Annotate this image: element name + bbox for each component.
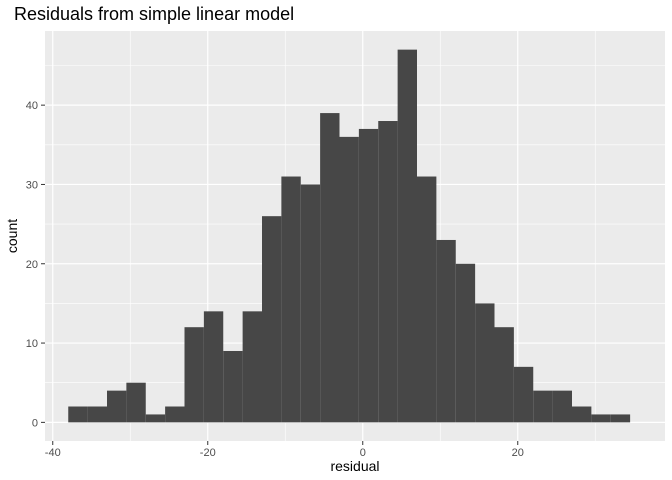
histogram-bars	[68, 49, 631, 423]
histogram-bar	[494, 327, 514, 423]
histogram-bar	[145, 414, 166, 423]
histogram-bar	[203, 311, 224, 423]
x-tick-label: -40	[45, 447, 61, 459]
histogram-bar	[533, 390, 553, 423]
histogram-bar	[572, 406, 592, 423]
histogram-bar	[107, 390, 127, 423]
histogram-bar	[358, 128, 379, 423]
histogram-bar	[513, 366, 534, 423]
y-tick-label: 0	[32, 417, 38, 429]
histogram-bar	[68, 406, 88, 423]
y-tick-label: 10	[26, 338, 38, 350]
x-tick-label: 20	[512, 447, 524, 459]
x-axis-label: residual	[330, 458, 380, 474]
y-tick-label: 20	[26, 259, 38, 271]
histogram-bar	[455, 263, 476, 423]
histogram-bar	[242, 311, 262, 423]
y-tick-label: 40	[26, 100, 38, 112]
histogram-bar	[552, 390, 572, 423]
axis-ticks: -40 -20 0 20 0 10 20 30 40	[26, 100, 524, 459]
histogram-bar	[339, 136, 359, 423]
histogram-bar	[591, 414, 611, 423]
histogram-bar	[320, 113, 340, 423]
histogram-bar	[223, 350, 243, 423]
histogram-bar	[397, 49, 417, 423]
histogram-bar	[475, 303, 495, 423]
histogram-bar	[417, 176, 437, 423]
histogram-bar	[262, 216, 282, 423]
y-tick-label: 30	[26, 179, 38, 191]
histogram-bar	[87, 406, 107, 423]
chart-title: Residuals from simple linear model	[14, 4, 295, 24]
x-tick-label: -20	[200, 447, 216, 459]
histogram-bar	[378, 121, 398, 423]
histogram-bar	[300, 184, 321, 423]
histogram-bar	[436, 239, 456, 423]
histogram-bar	[281, 176, 301, 423]
histogram-bar	[184, 327, 204, 423]
x-tick-label: 0	[360, 447, 366, 459]
histogram-bar	[610, 414, 631, 423]
histogram-bar	[165, 406, 185, 423]
histogram-bar	[126, 382, 146, 423]
